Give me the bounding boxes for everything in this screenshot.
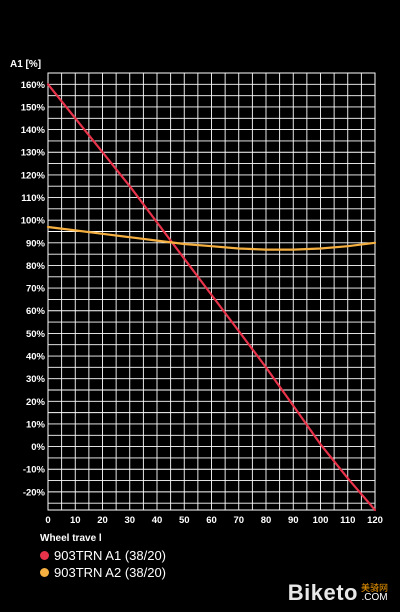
legend-label-a2: 903TRN A2 (38/20)	[54, 565, 167, 580]
y-tick-label: 70%	[26, 284, 46, 295]
y-tick-label: 160%	[21, 80, 46, 91]
x-tick-label: 120	[367, 515, 383, 526]
y-tick-label: 150%	[21, 102, 46, 113]
watermark-text: Biketo	[287, 580, 358, 605]
series-lines	[46, 83, 377, 512]
grid	[47, 72, 376, 511]
y-tick-label: 50%	[26, 329, 46, 340]
x-tick-label: 70	[233, 515, 244, 526]
y-tick-label: 20%	[26, 397, 46, 408]
x-tick-label: 10	[70, 515, 81, 526]
legend-label-a1: 903TRN A1 (38/20)	[54, 548, 167, 563]
x-tick-label: 100	[313, 515, 329, 526]
watermark-logo: Biketo 美骑网 .COM	[288, 580, 388, 606]
legend-item-a1: 903TRN A1 (38/20)	[40, 547, 166, 564]
legend-swatch-a1	[40, 551, 49, 560]
watermark-badge: 美骑网 .COM	[361, 583, 388, 603]
y-tick-labels: 160% 150% 140% 130% 120% 110% 100% 90% 80% 70% 60%…	[21, 80, 46, 499]
y-tick-label: 130%	[21, 148, 46, 159]
legend-swatch-a2	[40, 568, 49, 577]
x-tick-label: 20	[97, 515, 108, 526]
x-tick-label: 80	[261, 515, 272, 526]
x-tick-label: 60	[206, 515, 217, 526]
y-axis-label: A1 [%]	[10, 59, 41, 70]
y-tick-label: 80%	[26, 261, 46, 272]
y-tick-label: 10%	[26, 419, 46, 430]
y-tick-label: -20%	[23, 487, 46, 498]
x-tick-label: 110	[340, 515, 355, 526]
y-tick-label: 120%	[21, 170, 46, 181]
y-tick-label: -10%	[23, 465, 46, 476]
x-tick-label: 30	[124, 515, 135, 526]
y-tick-label: 110%	[21, 193, 45, 204]
x-tick-label: 90	[288, 515, 299, 526]
x-tick-label: 0	[45, 515, 50, 526]
watermark-cn: 美骑网	[360, 583, 388, 593]
y-tick-label: 40%	[26, 352, 46, 363]
x-tick-label: 50	[179, 515, 190, 526]
y-tick-label: 100%	[21, 216, 46, 227]
series-line-a2	[46, 225, 377, 251]
y-tick-label: 30%	[26, 374, 46, 385]
y-tick-label: 60%	[26, 306, 46, 317]
x-tick-label: 40	[152, 515, 163, 526]
y-tick-label: 90%	[26, 238, 46, 249]
x-tick-labels: 0 10 20 30 40 50 60 70 80 90 100 110 120	[45, 515, 383, 526]
x-axis-label: Wheel trave l	[40, 533, 102, 544]
series-line-a1	[46, 83, 377, 512]
legend-item-a2: 903TRN A2 (38/20)	[40, 564, 166, 581]
y-tick-label: 0%	[31, 442, 45, 453]
watermark-com: .COM	[361, 592, 388, 603]
legend: 903TRN A1 (38/20) 903TRN A2 (38/20)	[40, 547, 166, 581]
y-tick-label: 140%	[21, 125, 46, 136]
